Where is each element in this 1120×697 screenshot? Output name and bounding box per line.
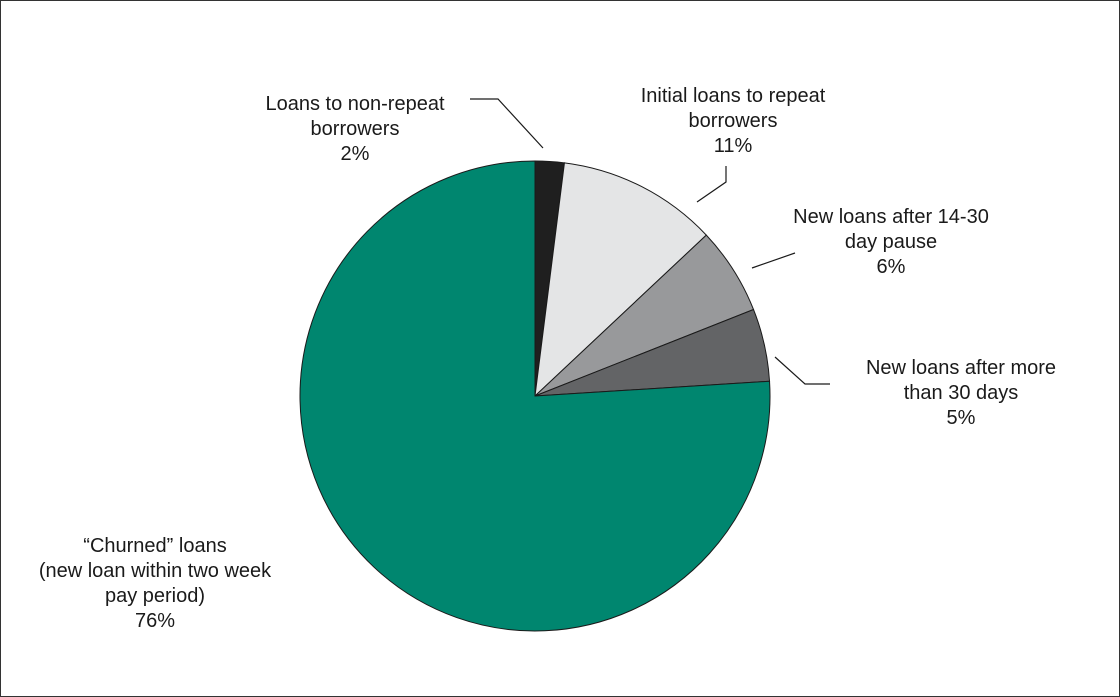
slice-value-5: 76% xyxy=(135,610,175,632)
leader-line-4 xyxy=(774,356,830,385)
leader-lines xyxy=(470,98,830,385)
slice-value-2: 11% xyxy=(714,135,753,157)
pie-slice-2 xyxy=(534,162,708,398)
leader-line-3 xyxy=(751,252,796,269)
slice-label-5: pay period) xyxy=(105,585,205,607)
slice-label-4: than 30 days xyxy=(904,382,1019,404)
slice-value-4: 5% xyxy=(947,407,976,429)
slice-value-3: 6% xyxy=(877,256,906,278)
slice-label-4: New loans after more xyxy=(866,357,1056,379)
slice-value-1: 2% xyxy=(341,143,370,165)
slice-labels: Loans to non-repeat borrowers 2% Initial lo… xyxy=(39,85,1056,632)
slice-label-5: “Churned” loans xyxy=(83,535,226,557)
slice-label-5: (new loan within two week xyxy=(39,560,272,582)
slice-label-2: borrowers xyxy=(689,110,778,132)
slice-label-3: day pause xyxy=(845,231,937,253)
slice-label-2: Initial loans to repeat xyxy=(641,85,826,107)
slice-label-1: borrowers xyxy=(311,118,400,140)
pie-slices xyxy=(299,160,771,632)
slice-label-1: Loans to non-repeat xyxy=(265,93,444,115)
slice-label-3: New loans after 14-30 xyxy=(793,206,989,228)
leader-line-2 xyxy=(696,166,727,203)
pie-slice-5 xyxy=(299,160,771,632)
leader-line-1 xyxy=(470,98,544,149)
